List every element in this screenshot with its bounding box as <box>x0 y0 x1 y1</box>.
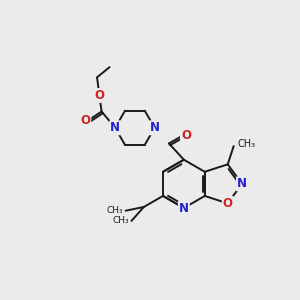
Text: CH₃: CH₃ <box>237 139 255 149</box>
Text: N: N <box>150 121 160 134</box>
Text: O: O <box>181 129 191 142</box>
Text: CH₃: CH₃ <box>112 216 129 225</box>
Text: O: O <box>94 89 104 102</box>
Text: N: N <box>110 121 120 134</box>
Text: N: N <box>179 202 189 214</box>
Text: N: N <box>237 177 247 190</box>
Text: O: O <box>223 197 233 210</box>
Text: O: O <box>80 113 90 127</box>
Text: CH₃: CH₃ <box>106 206 123 215</box>
